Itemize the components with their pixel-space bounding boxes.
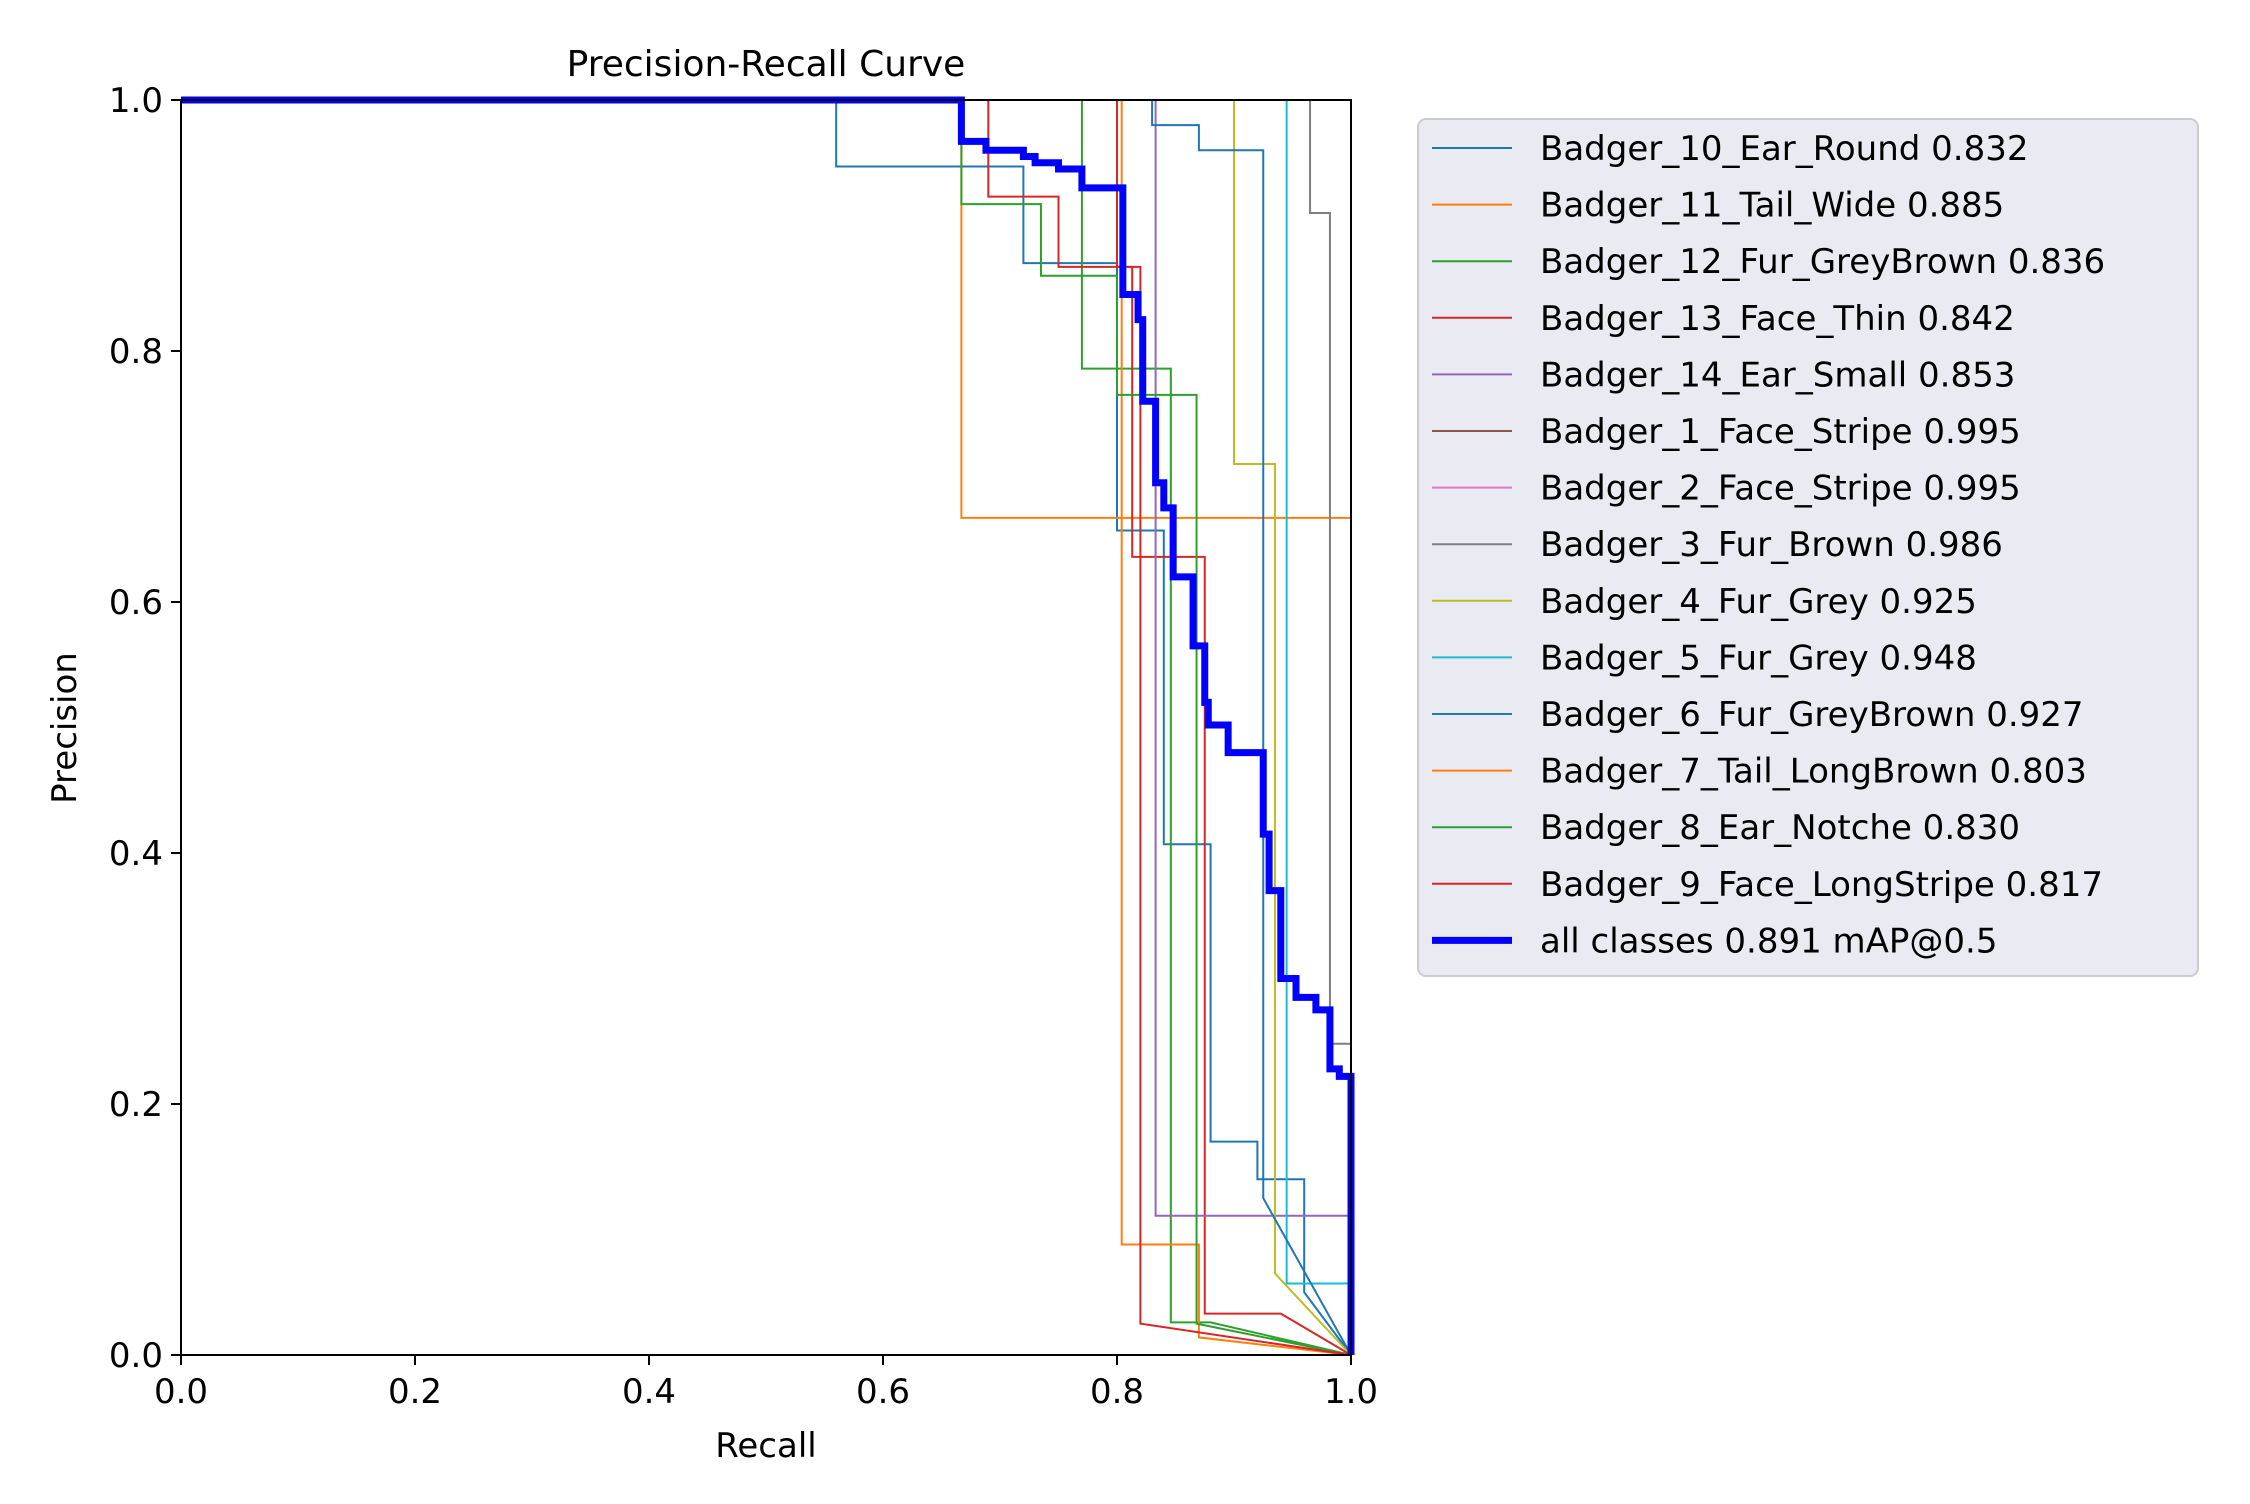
y-axis-label: Precision	[45, 652, 85, 804]
legend-label-0: Badger_10_Ear_Round 0.832	[1540, 129, 2029, 169]
y-tick-label: 0.4	[109, 834, 163, 874]
legend: Badger_10_Ear_Round 0.832 Badger_11_Tail_…	[1417, 118, 2199, 977]
plot-frame	[180, 99, 1352, 1356]
legend-label-13: Badger_9_Face_LongStripe 0.817	[1540, 865, 2103, 905]
y-tick-label: 0.6	[109, 583, 163, 623]
x-tick-label: 0.0	[154, 1372, 208, 1412]
x-tick-label: 0.4	[622, 1372, 676, 1412]
series-line-14	[181, 96, 1355, 1355]
legend-label-2: Badger_12_Fur_GreyBrown 0.836	[1540, 242, 2105, 282]
y-tick-label: 0.8	[109, 332, 163, 372]
legend-items: Badger_10_Ear_Round 0.832 Badger_11_Tail_…	[1432, 129, 2105, 961]
series-line-10	[181, 99, 1352, 1356]
series-line-0	[181, 99, 1352, 1356]
y-tick-label: 0.0	[109, 1336, 163, 1376]
x-tick-label: 0.2	[388, 1372, 442, 1412]
chart-title: Precision-Recall Curve	[567, 44, 966, 85]
legend-label-8: Badger_4_Fur_Grey 0.925	[1540, 582, 1977, 622]
legend-label-12: Badger_8_Ear_Notche 0.830	[1540, 808, 2020, 848]
y-tick-label: 1.0	[109, 81, 163, 121]
y-axis-ticks: 0.0 0.2 0.4 0.6 0.8 1.0	[109, 81, 181, 1376]
x-tick-label: 1.0	[1324, 1372, 1378, 1412]
legend-box	[1417, 118, 2199, 977]
legend-label-1: Badger_11_Tail_Wide 0.885	[1540, 186, 2004, 226]
legend-label-10: Badger_6_Fur_GreyBrown 0.927	[1540, 695, 2084, 735]
x-tick-label: 0.6	[856, 1372, 910, 1412]
legend-label-9: Badger_5_Fur_Grey 0.948	[1540, 638, 1977, 678]
legend-label-4: Badger_14_Ear_Small 0.853	[1540, 355, 2015, 395]
legend-label-14: all classes 0.891 mAP@0.5	[1540, 921, 1997, 961]
x-tick-label: 0.8	[1090, 1372, 1144, 1412]
legend-label-7: Badger_3_Fur_Brown 0.986	[1540, 525, 2003, 565]
legend-label-5: Badger_1_Face_Stripe 0.995	[1540, 412, 2021, 452]
legend-label-11: Badger_7_Tail_LongBrown 0.803	[1540, 752, 2087, 792]
legend-label-6: Badger_2_Face_Stripe 0.995	[1540, 469, 2021, 509]
x-axis-label: Recall	[715, 1426, 816, 1466]
x-axis-ticks: 0.0 0.2 0.4 0.6 0.8 1.0	[154, 1355, 1378, 1412]
legend-label-3: Badger_13_Face_Thin 0.842	[1540, 299, 2015, 339]
y-tick-label: 0.2	[109, 1085, 163, 1125]
series-line-12	[181, 99, 1352, 1356]
